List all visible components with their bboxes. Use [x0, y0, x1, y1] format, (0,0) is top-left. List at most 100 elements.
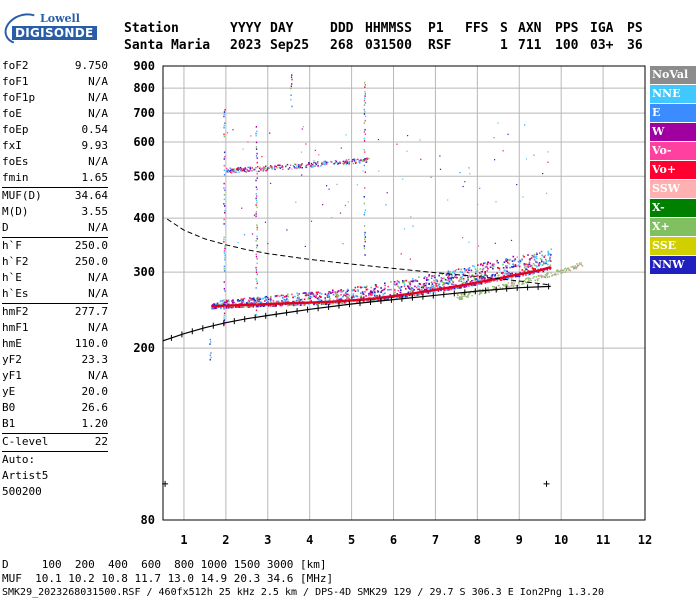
echo-point — [219, 303, 221, 306]
param-label: foEs — [2, 155, 29, 168]
param-label: Auto: — [2, 453, 36, 466]
echo-point — [251, 302, 254, 305]
echo-point — [213, 303, 216, 306]
noise-point — [362, 170, 364, 172]
echo-point — [360, 292, 362, 295]
echo-point — [336, 291, 339, 294]
echo-point — [383, 288, 386, 291]
echo-point — [527, 270, 529, 272]
x-echo-point — [523, 280, 526, 282]
echo-point — [270, 295, 272, 298]
noise-point — [495, 201, 497, 203]
echo-point — [393, 281, 396, 283]
param-value: 1.65 — [81, 171, 109, 184]
echo-point — [536, 261, 538, 264]
streak-point — [224, 109, 226, 111]
multihop-echo-point — [273, 168, 276, 170]
streak-point — [223, 218, 225, 221]
echo-point — [257, 296, 259, 299]
echo-point — [373, 290, 376, 292]
echo-point — [467, 271, 469, 274]
echo-point — [394, 283, 397, 286]
echo-point — [456, 276, 458, 279]
echo-point — [269, 301, 272, 303]
multihop-echo-point — [238, 168, 240, 170]
echo-point — [448, 271, 450, 274]
echo-point — [223, 303, 225, 306]
echo-point — [410, 280, 413, 283]
multihop-echo-point — [233, 171, 235, 173]
echo-point — [395, 283, 398, 286]
echo-point — [506, 270, 508, 272]
streak-point — [223, 164, 225, 167]
echo-point — [250, 297, 252, 300]
streak-point — [364, 95, 366, 97]
echo-point — [362, 292, 364, 295]
noise-point — [468, 167, 470, 169]
echo-point — [396, 280, 399, 282]
echo-point — [216, 303, 219, 306]
echo-point — [462, 278, 465, 281]
echo-point — [355, 295, 357, 297]
echo-point — [394, 291, 396, 293]
echo-point — [406, 295, 408, 298]
echo-point — [547, 253, 550, 256]
echo-point — [465, 281, 467, 284]
streak-point — [363, 247, 366, 250]
multihop-echo-point — [239, 166, 242, 169]
echo-point — [397, 285, 399, 288]
echo-point — [346, 290, 349, 293]
param-value: 23.3 — [81, 353, 109, 366]
echo-point — [447, 274, 450, 277]
header-value-iga: 03+ — [590, 38, 614, 53]
x-echo-point — [507, 282, 509, 284]
echo-point — [296, 292, 298, 295]
echo-point — [515, 265, 518, 267]
x-echo-point — [551, 275, 553, 277]
multihop-echo-point — [346, 162, 349, 165]
streak-point — [256, 282, 258, 285]
echo-point — [228, 306, 230, 309]
echo-point — [243, 302, 246, 305]
noise-point — [270, 182, 272, 184]
echo-point — [545, 260, 548, 262]
param-label: fxI — [2, 139, 22, 152]
legend-item-vo: Vo- — [650, 142, 696, 160]
multihop-echo-point — [352, 159, 354, 161]
echo-point — [272, 299, 275, 302]
echo-point — [287, 293, 289, 296]
echo-point — [256, 299, 259, 301]
echo-point — [413, 289, 415, 291]
multihop-echo-point — [229, 170, 231, 172]
echo-point — [541, 264, 544, 266]
echo-point — [508, 263, 511, 265]
streak-point — [255, 215, 257, 218]
x-echo-point — [487, 286, 489, 289]
streak-point — [224, 122, 226, 124]
echo-point — [405, 295, 407, 297]
echo-point — [527, 266, 530, 268]
echo-point — [486, 266, 488, 269]
streak-point — [363, 149, 365, 151]
echo-point — [457, 268, 460, 270]
echo-point — [460, 280, 463, 283]
echo-point — [312, 294, 315, 296]
x-echo-point — [468, 293, 470, 295]
x-echo-point — [556, 270, 558, 272]
multihop-echo-point — [361, 160, 363, 162]
echo-point — [429, 288, 432, 290]
multihop-echo-point — [286, 163, 289, 166]
param-row: foF1p N/A — [0, 90, 110, 106]
echo-point — [248, 306, 250, 308]
echo-point — [523, 263, 525, 265]
param-value: N/A — [88, 369, 108, 382]
echo-point — [402, 280, 404, 282]
multihop-echo-point — [263, 168, 266, 170]
echo-point — [440, 289, 442, 292]
streak-point — [223, 182, 225, 185]
echo-point — [420, 293, 423, 295]
echo-point — [525, 274, 527, 276]
multihop-echo-point — [240, 169, 242, 172]
multihop-echo-point — [232, 169, 234, 171]
echo-point — [352, 295, 355, 297]
